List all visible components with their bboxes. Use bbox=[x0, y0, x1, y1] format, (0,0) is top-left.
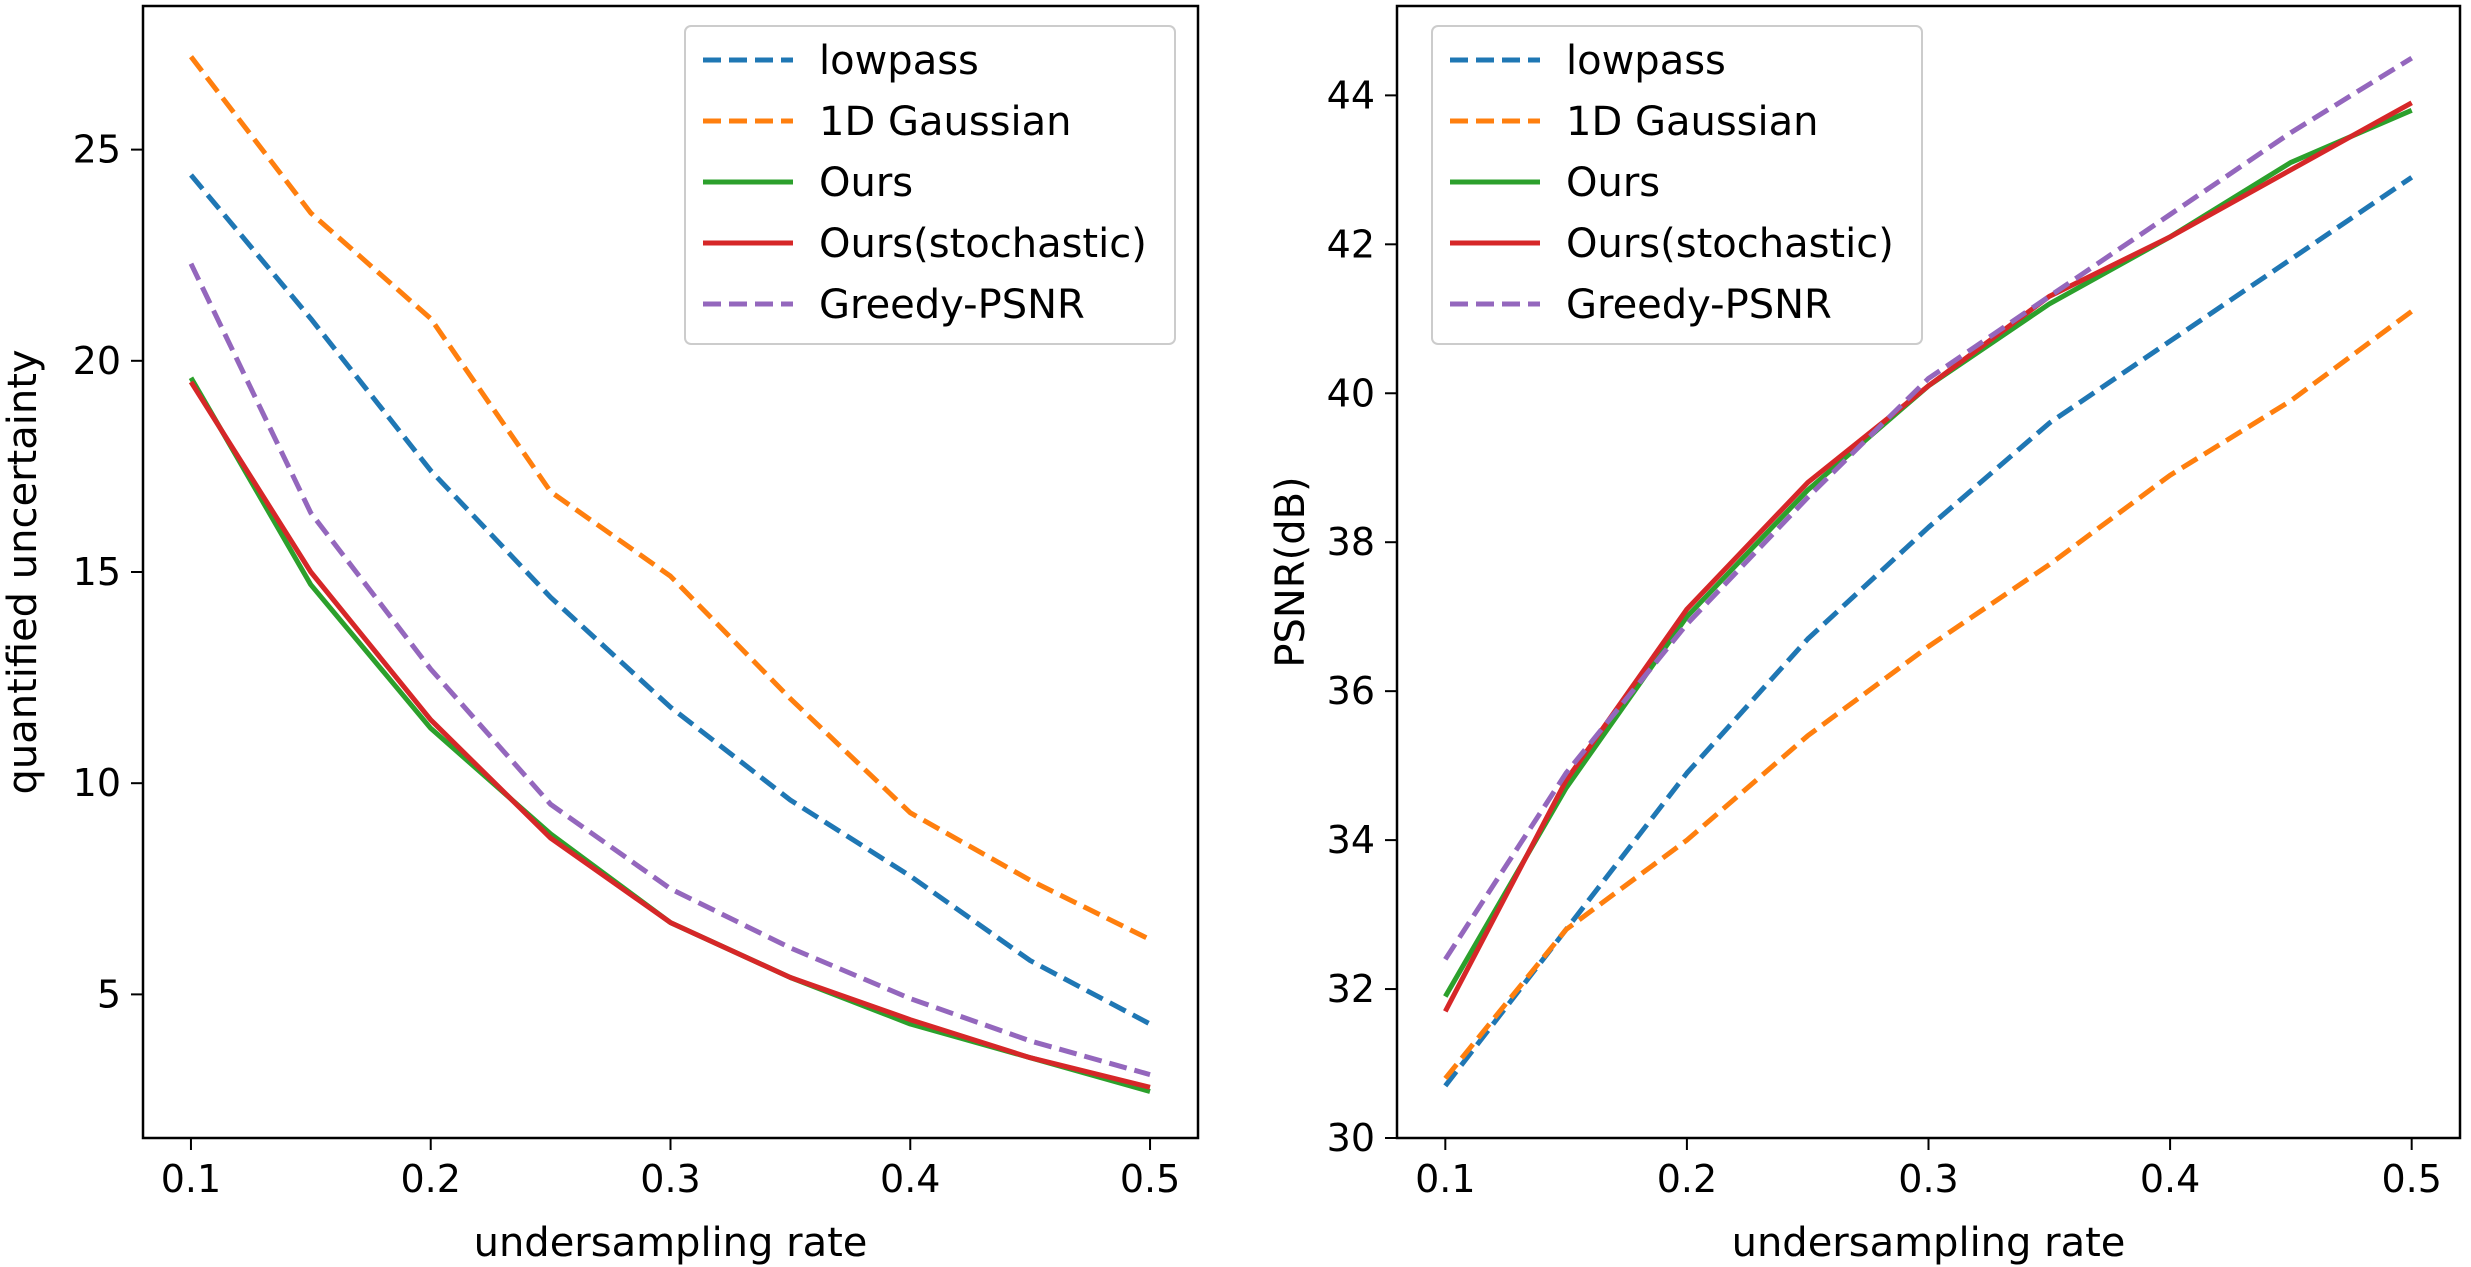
y-tick-label: 32 bbox=[1327, 967, 1375, 1011]
legend-label: lowpass bbox=[1566, 38, 1726, 84]
legend-box bbox=[1431, 25, 1923, 345]
legend: lowpass 1D Gaussian Ours Ours(stochastic) Gr… bbox=[684, 25, 1176, 345]
y-tick-label: 42 bbox=[1327, 222, 1375, 266]
x-tick-label: 0.5 bbox=[2381, 1157, 2441, 1201]
legend-label: 1D Gaussian bbox=[819, 99, 1071, 145]
legend-label: Ours(stochastic) bbox=[1566, 221, 1894, 267]
y-tick-label: 36 bbox=[1327, 669, 1375, 713]
legend-label: 1D Gaussian bbox=[1566, 99, 1818, 145]
y-tick-label: 20 bbox=[73, 339, 121, 383]
series-group bbox=[188, 55, 1152, 1094]
x-tick-label: 0.5 bbox=[1120, 1157, 1180, 1201]
legend-label: Ours bbox=[1566, 160, 1660, 206]
y-tick-label: 38 bbox=[1327, 520, 1375, 564]
series-line-greedy-psnr bbox=[1443, 55, 2414, 961]
series-line-ours-stochastic bbox=[1443, 100, 2413, 1013]
y-tick-label: 40 bbox=[1327, 371, 1375, 415]
series-line-1d-gaussian bbox=[189, 55, 1152, 942]
legend: lowpass 1D Gaussian Ours Ours(stochastic) Gr… bbox=[1431, 25, 1923, 345]
legend-label: Greedy-PSNR bbox=[1566, 282, 1832, 328]
legend-label: Ours(stochastic) bbox=[819, 221, 1147, 267]
y-tick-label: 15 bbox=[73, 550, 121, 594]
x-tick-label: 0.1 bbox=[161, 1157, 221, 1201]
y-tick-label: 25 bbox=[73, 128, 121, 172]
series-line-lowpass bbox=[1443, 175, 2414, 1088]
series-line-lowpass bbox=[189, 173, 1152, 1027]
x-axis-label: undersampling rate bbox=[1732, 1220, 2126, 1266]
series-line-greedy-psnr bbox=[188, 262, 1151, 1078]
right-chart-panel: 0.1 0.2 0.3 0.4 0.5 30 32 34 36 38 40 42 44 undersamp… bbox=[1268, 4, 2462, 1266]
y-tick-label: 10 bbox=[73, 761, 121, 805]
series-group bbox=[1443, 55, 2414, 1088]
x-tick-label: 0.2 bbox=[401, 1157, 461, 1201]
legend-box bbox=[684, 25, 1176, 345]
legend-label: Ours bbox=[819, 160, 913, 206]
legend-label: lowpass bbox=[819, 38, 979, 84]
y-tick-label: 30 bbox=[1327, 1116, 1375, 1160]
x-tick-label: 0.4 bbox=[880, 1157, 940, 1201]
left-chart-panel: 0.1 0.2 0.3 0.4 0.5 5 10 15 20 25 undersampling ra… bbox=[0, 4, 1200, 1266]
y-axis-label: PSNR(dB) bbox=[1268, 476, 1314, 667]
series-line-ours bbox=[188, 376, 1151, 1094]
x-tick-label: 0.1 bbox=[1415, 1157, 1475, 1201]
x-tick-label: 0.3 bbox=[640, 1157, 700, 1201]
y-tick-label: 5 bbox=[97, 972, 121, 1016]
y-axis-label: quantified uncertainty bbox=[0, 349, 46, 794]
x-tick-label: 0.3 bbox=[1898, 1157, 1958, 1201]
legend-label: Greedy-PSNR bbox=[819, 282, 1085, 328]
y-tick-label: 44 bbox=[1327, 73, 1375, 117]
x-tick-label: 0.2 bbox=[1657, 1157, 1717, 1201]
y-tick-label: 34 bbox=[1327, 818, 1375, 862]
series-line-ours-stochastic bbox=[188, 380, 1151, 1090]
x-tick-label: 0.4 bbox=[2140, 1157, 2200, 1201]
x-axis-label: undersampling rate bbox=[474, 1220, 868, 1266]
series-line-1d-gaussian bbox=[1443, 309, 2414, 1080]
